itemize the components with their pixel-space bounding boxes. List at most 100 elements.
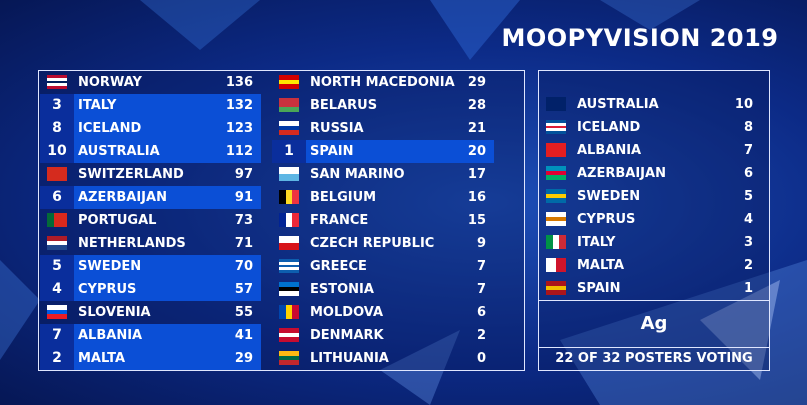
flag-stripe (279, 270, 299, 273)
country-name: NETHERLANDS (78, 236, 186, 251)
flag-stripe (546, 212, 566, 217)
total-points: 132 (225, 98, 253, 113)
country-name: CYPRUS (78, 282, 137, 297)
country-name: AUSTRALIA (577, 97, 659, 112)
result-row: 10 AUSTRALIA 112 (40, 140, 261, 163)
total-points: 28 (467, 98, 486, 113)
total-points: 112 (225, 144, 253, 159)
total-points: 21 (467, 121, 486, 136)
flag-stripe (279, 98, 299, 103)
total-points: 9 (476, 236, 486, 251)
flag-stripe (292, 305, 300, 319)
total-points: 29 (467, 75, 486, 90)
flag-stripe (279, 337, 299, 343)
flag-stripe (47, 305, 67, 310)
flag (47, 236, 67, 251)
flag-stripe (279, 75, 299, 80)
vote-points: 2 (743, 258, 753, 273)
country-name: NORWAY (78, 75, 142, 90)
country-name: ALBANIA (78, 328, 143, 343)
country-name: ITALY (78, 98, 117, 113)
total-points: 29 (234, 351, 253, 366)
flag-stripe (47, 75, 67, 78)
country-name: BELARUS (310, 98, 378, 113)
result-row: 8 ICELAND 123 (40, 117, 261, 140)
country-name: AZERBAIJAN (577, 166, 666, 181)
flag-stripe (279, 236, 299, 243)
flag-stripe (279, 130, 299, 136)
country-name: CYPRUS (577, 212, 636, 227)
result-row: PORTUGAL 73 (40, 209, 261, 232)
country-name: PORTUGAL (78, 213, 157, 228)
country-name: MOLDOVA (310, 305, 384, 320)
flag-stripe (546, 131, 566, 134)
total-points: 16 (467, 190, 486, 205)
result-row: 7 ALBANIA 41 (40, 324, 261, 347)
flag-stripe (546, 189, 566, 194)
awarded-points: 5 (40, 255, 74, 278)
flag (47, 305, 67, 320)
flag-stripe (546, 221, 566, 227)
result-row: DENMARK 2 (272, 324, 494, 347)
total-points: 7 (476, 259, 486, 274)
flag (279, 121, 299, 136)
flag-stripe (285, 213, 293, 227)
flag-stripe (279, 355, 299, 361)
country-name: SWEDEN (78, 259, 142, 274)
vote-row: MALTA 2 (539, 254, 761, 277)
flag-stripe (546, 170, 566, 176)
flag-stripe (279, 125, 299, 131)
total-points: 17 (467, 167, 486, 182)
vote-points: 8 (743, 120, 753, 135)
flag-stripe (47, 314, 67, 320)
flag-stripe (546, 120, 566, 123)
total-points: 20 (467, 144, 486, 159)
awarded-points: 10 (40, 140, 74, 163)
country-name: SAN MARINO (310, 167, 405, 182)
country-name: MALTA (577, 258, 625, 273)
country-name: MALTA (78, 351, 126, 366)
title: MOOPYVISION 2019 (501, 24, 779, 52)
country-name: GREECE (310, 259, 367, 274)
result-row: NORTH MACEDONIA 29 (272, 71, 494, 94)
flag (546, 235, 567, 249)
flag-stripe (546, 122, 566, 126)
flag-stripe (546, 104, 566, 111)
result-row: RUSSIA 21 (272, 117, 494, 140)
country-name: SWITZERLAND (78, 167, 184, 182)
flag-stripe (546, 175, 566, 181)
flag-stripe (292, 190, 300, 204)
result-row: NORWAY 136 (40, 71, 261, 94)
flag (279, 351, 299, 366)
flag-stripe (279, 84, 299, 90)
result-row: SAN MARINO 17 (272, 163, 494, 186)
result-row: BELGIUM 16 (272, 186, 494, 209)
vote-row: ITALY 3 (539, 231, 761, 254)
flag-stripe (279, 360, 299, 366)
vote-row: ALBANIA 7 (539, 139, 761, 162)
flag (279, 328, 299, 343)
flag-stripe (546, 193, 566, 199)
total-points: 15 (467, 213, 486, 228)
flag-stripe (279, 261, 299, 265)
vote-points: 10 (734, 97, 753, 112)
vote-points: 4 (743, 212, 753, 227)
flag-stripe (279, 243, 299, 250)
total-points: 6 (476, 305, 486, 320)
flag-stripe (47, 83, 67, 87)
total-points: 73 (234, 213, 253, 228)
flag-stripe (292, 213, 300, 227)
flag-stripe (47, 213, 54, 227)
flag-stripe (546, 235, 553, 249)
total-points: 7 (476, 282, 486, 297)
flag-stripe (546, 198, 566, 204)
flag-stripe (285, 190, 293, 204)
country-name: AUSTRALIA (78, 144, 160, 159)
country-name: ALBANIA (577, 143, 642, 158)
flag (546, 97, 566, 111)
flag-stripe (47, 86, 67, 89)
country-name: DENMARK (310, 328, 384, 343)
flag (546, 189, 566, 204)
result-row: 5 SWEDEN 70 (40, 255, 261, 278)
